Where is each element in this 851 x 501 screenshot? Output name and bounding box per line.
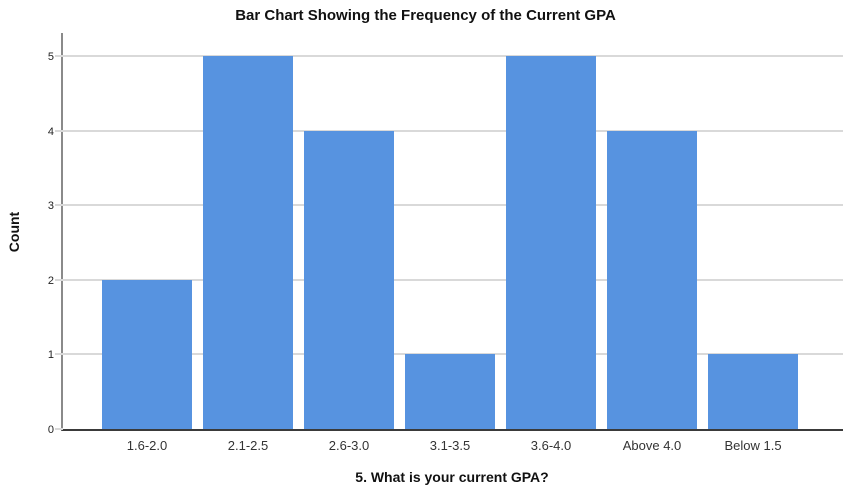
y-tick-label-2: 2 — [47, 275, 54, 287]
y-tick-label-1: 1 — [47, 349, 54, 361]
y-tick-mark-5 — [55, 55, 63, 57]
plot-area — [55, 33, 843, 431]
gridline-y-5 — [63, 55, 843, 57]
bar-1.6-2.0 — [102, 280, 192, 429]
y-tick-mark-1 — [55, 353, 63, 355]
bar-2.1-2.5 — [203, 56, 293, 429]
y-tick-label-5: 5 — [47, 51, 54, 63]
y-tick-mark-0 — [55, 428, 63, 430]
gridline-y-4 — [63, 130, 843, 132]
y-tick-mark-3 — [55, 204, 63, 206]
x-category-label-2.1-2.5: 2.1-2.5 — [227, 438, 269, 453]
x-category-label-Above 4.0: Above 4.0 — [622, 438, 682, 453]
x-category-label-3.1-3.5: 3.1-3.5 — [429, 438, 471, 453]
x-category-label-1.6-2.0: 1.6-2.0 — [126, 438, 168, 453]
y-tick-label-3: 3 — [47, 200, 54, 212]
x-axis-title: 5. What is your current GPA? — [355, 469, 549, 485]
x-category-label-Below 1.5: Below 1.5 — [724, 438, 782, 453]
y-tick-mark-4 — [55, 130, 63, 132]
gridline-y-2 — [63, 279, 843, 281]
gridline-y-3 — [63, 204, 843, 206]
y-tick-label-4: 4 — [47, 126, 54, 138]
chart-title: Bar Chart Showing the Frequency of the C… — [235, 7, 616, 24]
bar-2.6-3.0 — [304, 131, 394, 429]
y-tick-mark-2 — [55, 279, 63, 281]
bar-3.6-4.0 — [506, 56, 596, 429]
bar-Above 4.0 — [607, 131, 697, 429]
y-tick-label-0: 0 — [47, 424, 54, 436]
y-axis-title: Count — [6, 211, 22, 253]
bar-3.1-3.5 — [405, 354, 495, 429]
x-category-label-2.6-3.0: 2.6-3.0 — [328, 438, 370, 453]
x-category-label-3.6-4.0: 3.6-4.0 — [530, 438, 572, 453]
bar-Below 1.5 — [708, 354, 798, 429]
